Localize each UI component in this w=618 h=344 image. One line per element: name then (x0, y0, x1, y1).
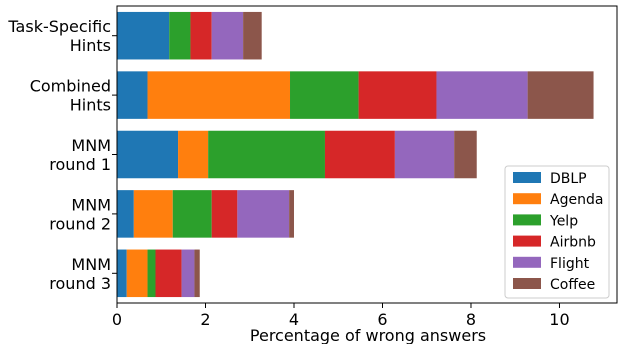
y-category-label: MNM (71, 195, 111, 214)
x-tick-label: 8 (466, 310, 476, 329)
y-category-label: Hints (70, 96, 111, 115)
bar-dblp-row-5 (117, 249, 127, 298)
x-tick-label: 10 (549, 310, 569, 329)
legend-swatch-coffee (513, 278, 541, 289)
bar-yelp-row-4 (172, 190, 212, 238)
bar-coffee-row-1 (243, 11, 262, 60)
bar-airbnb-row-4 (211, 190, 238, 238)
legend-label-flight: Flight (550, 256, 590, 272)
legend-label-yelp: Yelp (549, 213, 578, 229)
bar-airbnb-row-3 (324, 130, 395, 179)
bar-dblp-row-4 (117, 190, 134, 238)
x-axis-label: Percentage of wrong answers (250, 326, 486, 344)
bar-airbnb-row-1 (190, 11, 212, 60)
bar-flight-row-4 (237, 190, 290, 238)
bar-dblp-row-2 (117, 71, 148, 119)
y-category-label: Combined (30, 77, 111, 96)
bar-airbnb-row-5 (155, 249, 182, 298)
legend-label-airbnb: Airbnb (550, 235, 596, 251)
bar-airbnb-row-2 (358, 71, 437, 119)
x-tick-label: 2 (200, 310, 210, 329)
bar-agenda-row-4 (133, 190, 173, 238)
bar-yelp-row-5 (147, 249, 156, 298)
bar-flight-row-3 (394, 130, 455, 179)
x-tick-label: 0 (112, 310, 122, 329)
x-axis-ticks: 0 2 4 6 8 10 (112, 303, 570, 329)
legend-swatch-flight (513, 256, 541, 268)
legend-label-coffee: Coffee (550, 277, 595, 293)
bar-yelp-row-3 (208, 130, 325, 179)
bar-coffee-row-2 (527, 71, 594, 119)
y-category-label: MNM (71, 255, 111, 274)
bar-flight-row-1 (211, 11, 244, 60)
bar-dblp-row-1 (117, 11, 170, 60)
legend-label-agenda: Agenda (550, 192, 603, 208)
x-tick-label: 6 (377, 310, 387, 329)
legend-swatch-yelp (513, 214, 541, 226)
legend: DBLP Agenda Yelp Airbnb Flight Coffee (504, 165, 610, 299)
bar-yelp-row-2 (290, 71, 359, 119)
bar-yelp-row-1 (169, 11, 191, 60)
bar-dblp-row-3 (117, 130, 179, 179)
bar-agenda-row-5 (126, 249, 148, 298)
y-category-label: round 1 (49, 155, 111, 174)
bar-flight-row-2 (436, 71, 528, 119)
x-tick-label: 4 (289, 310, 299, 329)
bar-coffee-row-4 (289, 190, 294, 238)
y-category-label: Task-Specific (7, 17, 111, 36)
legend-swatch-airbnb (513, 235, 541, 247)
y-category-label: Hints (70, 36, 111, 55)
bar-coffee-row-5 (194, 249, 200, 298)
bars-layer (117, 11, 594, 298)
legend-label-dblp: DBLP (550, 171, 587, 187)
bar-agenda-row-2 (147, 71, 291, 119)
legend-swatch-agenda (513, 193, 541, 205)
legend-swatch-dblp (513, 172, 541, 183)
y-category-label: round 3 (49, 274, 111, 293)
y-axis-category-labels: Task-SpecificHintsCombinedHintsMNMround … (7, 17, 117, 293)
y-category-label: MNM (71, 136, 111, 155)
bar-coffee-row-3 (454, 130, 477, 179)
bar-agenda-row-3 (178, 130, 209, 179)
bar-flight-row-5 (181, 249, 195, 298)
y-category-label: round 2 (49, 214, 111, 233)
